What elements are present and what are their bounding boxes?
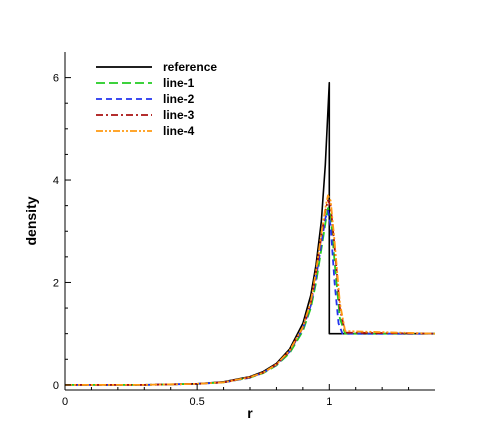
x-tick-label: 1 [326, 396, 332, 408]
y-tick-label: 2 [53, 277, 59, 289]
series-line-line-1 [65, 207, 435, 386]
x-tick-label: 0.5 [189, 396, 204, 408]
x-axis-title: r [247, 405, 253, 421]
series-line-reference [65, 81, 435, 386]
series-line-line-2 [65, 209, 435, 386]
legend-label-line-3: line-3 [163, 108, 195, 122]
plot-lines [65, 81, 436, 386]
legend-label-reference: reference [163, 60, 217, 74]
series-line-line-3 [65, 199, 436, 386]
x-tick-label: 0 [62, 396, 68, 408]
y-tick-label: 4 [53, 175, 59, 187]
legend-label-line-4: line-4 [163, 124, 195, 138]
legend-label-line-1: line-1 [163, 76, 195, 90]
series-line-line-4 [65, 194, 436, 386]
y-tick-label: 0 [53, 380, 59, 392]
ticks: 0 0.5 1 0 2 4 6 [53, 73, 410, 408]
y-tick-label: 6 [53, 73, 59, 85]
legend-label-line-2: line-2 [163, 92, 195, 106]
legend: reference line-1 line-2 line-3 line-4 [96, 60, 217, 138]
axes [64, 52, 435, 391]
y-axis-title: density [23, 196, 39, 245]
